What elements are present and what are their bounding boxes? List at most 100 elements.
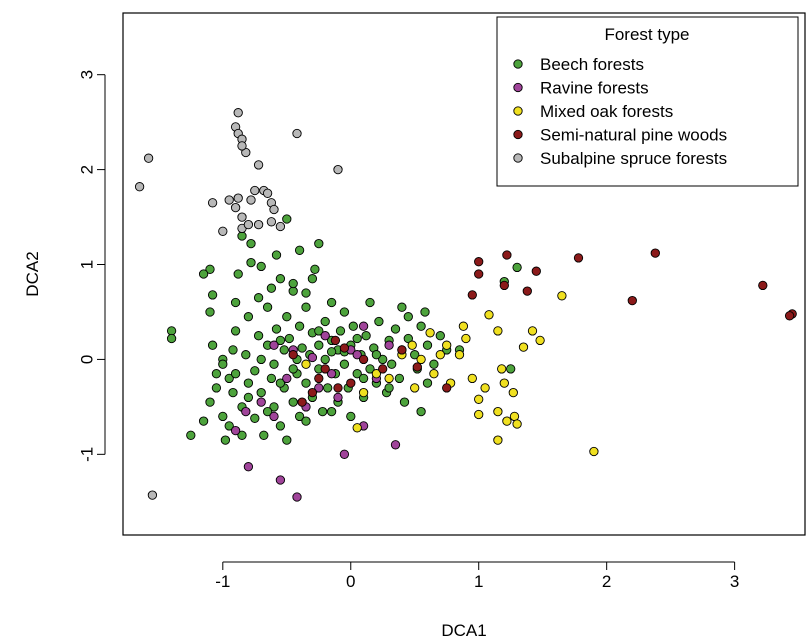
data-point — [410, 383, 420, 393]
data-point — [288, 364, 298, 374]
data-point — [506, 364, 516, 374]
legend-marker — [513, 82, 523, 93]
data-point — [288, 397, 298, 407]
legend-items: Beech forests Ravine forests Mixed oak for… — [513, 55, 727, 168]
data-point — [365, 364, 375, 374]
data-point — [371, 369, 382, 379]
data-point — [502, 250, 512, 260]
data-point — [205, 397, 215, 407]
data-point — [241, 406, 251, 417]
data-point — [416, 354, 426, 365]
data-point — [326, 347, 337, 357]
data-point — [333, 383, 343, 393]
x-tick-label: 2 — [602, 572, 611, 591]
data-point — [323, 383, 333, 393]
data-point — [253, 331, 264, 341]
data-point — [333, 392, 343, 403]
data-point — [250, 185, 260, 196]
series — [288, 248, 797, 407]
data-point — [256, 261, 266, 272]
data-point — [589, 446, 599, 457]
data-point — [230, 326, 241, 336]
data-point — [218, 226, 228, 236]
data-point — [333, 164, 343, 175]
data-point — [253, 219, 264, 230]
data-point — [352, 333, 362, 344]
data-point — [352, 369, 362, 379]
data-point — [412, 362, 422, 372]
data-point — [301, 378, 311, 388]
data-point — [358, 354, 369, 365]
data-point — [241, 350, 251, 360]
data-point — [243, 392, 254, 403]
data-point — [442, 383, 452, 393]
data-point — [435, 350, 445, 360]
data-point — [282, 312, 292, 322]
legend: Forest type Beech forests Ravine forests M… — [496, 16, 799, 187]
data-point — [346, 411, 356, 422]
data-point — [474, 394, 484, 404]
data-point — [358, 373, 369, 384]
data-point — [397, 302, 407, 312]
data-point — [207, 340, 218, 350]
data-point — [301, 416, 311, 426]
data-point — [358, 387, 369, 398]
plot-area-border — [122, 12, 806, 536]
data-point — [211, 369, 222, 379]
data-point — [262, 188, 273, 198]
data-point — [474, 257, 484, 267]
data-point — [371, 350, 382, 360]
legend-label: Subalpine spruce forests — [540, 149, 727, 168]
data-point — [292, 492, 302, 502]
data-point — [233, 193, 243, 203]
data-point — [326, 297, 337, 308]
legend-marker — [513, 129, 523, 140]
data-point — [301, 359, 311, 369]
data-point — [288, 350, 298, 360]
data-point — [499, 378, 509, 388]
series — [166, 214, 522, 445]
data-point — [288, 286, 298, 296]
data-point — [253, 160, 264, 170]
data-point — [493, 435, 503, 445]
data-point — [230, 369, 241, 379]
data-point — [269, 411, 279, 422]
x-tick-label: -1 — [215, 572, 230, 591]
data-point — [508, 387, 518, 398]
data-point — [224, 195, 234, 205]
data-point — [422, 378, 433, 388]
legend-label: Semi-natural pine woods — [540, 126, 727, 145]
data-point — [198, 416, 209, 426]
data-point — [310, 264, 320, 274]
data-point — [218, 359, 228, 369]
legend-box — [496, 16, 799, 187]
data-point — [573, 253, 584, 263]
data-point — [378, 364, 388, 374]
data-point — [474, 269, 484, 279]
data-point — [416, 321, 426, 331]
data-point — [282, 214, 292, 224]
data-point — [143, 153, 154, 163]
data-point — [237, 212, 247, 222]
data-point — [531, 266, 541, 276]
data-point — [253, 293, 264, 303]
data-point — [458, 321, 469, 331]
data-point — [230, 425, 241, 436]
data-point — [390, 324, 401, 334]
data-point — [307, 387, 318, 398]
data-point — [317, 406, 328, 417]
data-point — [266, 373, 277, 384]
data-point — [230, 297, 241, 308]
data-point — [243, 462, 254, 472]
data-point — [233, 108, 243, 118]
data-point — [275, 475, 286, 485]
data-point — [467, 373, 477, 384]
data-point — [397, 345, 407, 355]
data-point — [425, 328, 435, 338]
data-point — [390, 440, 401, 450]
data-point — [352, 350, 362, 360]
data-point — [218, 411, 228, 422]
data-point — [211, 383, 222, 393]
data-point — [365, 297, 375, 308]
